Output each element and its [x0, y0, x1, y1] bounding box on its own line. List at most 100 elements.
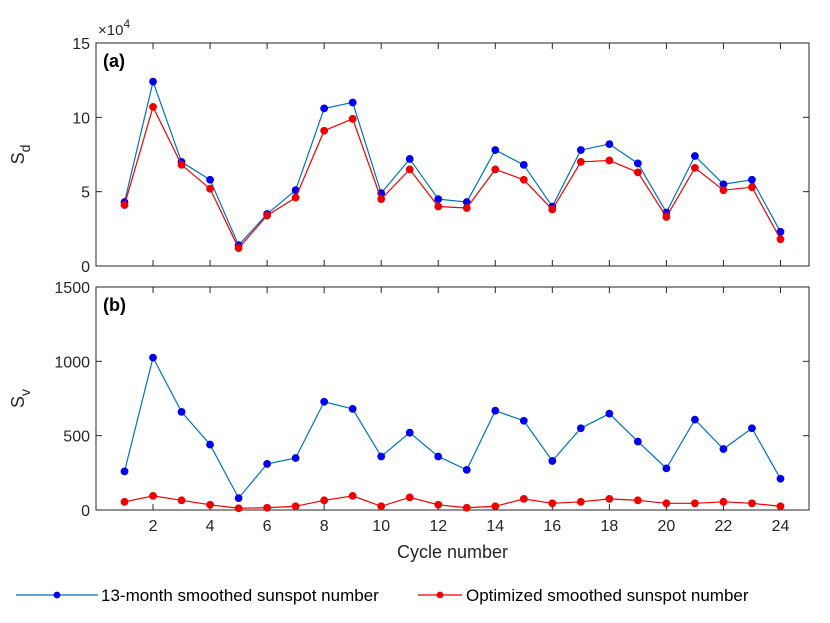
data-point-smoothed: [348, 98, 357, 107]
data-point-smoothed: [576, 146, 585, 154]
series-line-smoothed: [123, 355, 782, 500]
legend-marker: [53, 591, 61, 599]
data-point-smoothed: [605, 409, 614, 418]
data-point-optimized: [462, 503, 471, 512]
data-point-smoothed: [320, 397, 329, 406]
data-point-optimized: [576, 497, 585, 506]
data-point-smoothed: [633, 437, 642, 446]
data-point-optimized: [605, 494, 614, 503]
panel-b: 2 4 6 8 10 12 14 16 18 20 22 24050010001500SvCycle …: [8, 280, 810, 562]
x-axis-label: Cycle number: [397, 542, 508, 562]
y-tick-label: 10: [72, 110, 90, 127]
data-point-smoothed: [434, 195, 443, 204]
y-tick-label: 5: [81, 185, 90, 202]
data-point-smoothed: [691, 415, 699, 424]
data-point-smoothed: [548, 457, 557, 465]
data-point-smoothed: [149, 77, 157, 86]
x-tick-label: 12: [429, 518, 447, 535]
legend: 13-month smoothed sunspot number Optimize…: [16, 586, 749, 605]
data-point-optimized: [149, 491, 157, 500]
data-point-optimized: [662, 499, 671, 508]
data-point-optimized: [177, 496, 186, 505]
y-axis-label: Sd: [8, 145, 33, 165]
x-tick-label: 8: [320, 518, 329, 535]
data-point-smoothed: [576, 424, 585, 433]
data-point-smoothed: [662, 464, 671, 473]
legend-label: 13-month smoothed sunspot number: [101, 586, 379, 605]
data-point-optimized: [434, 500, 443, 509]
x-tick-label: 14: [486, 518, 504, 535]
axes-frame: [95, 42, 810, 267]
data-point-smoothed: [291, 454, 300, 462]
data-point-optimized: [405, 493, 414, 502]
x-tick-label: 24: [772, 518, 790, 535]
data-point-optimized: [177, 161, 186, 169]
panel-label: (b): [103, 295, 126, 315]
series-line-optimized: [123, 105, 782, 250]
data-point-optimized: [719, 497, 728, 506]
data-point-smoothed: [519, 416, 528, 425]
data-point-optimized: [120, 497, 129, 506]
data-point-smoothed: [405, 155, 414, 163]
data-point-optimized: [633, 496, 642, 505]
data-point-optimized: [691, 499, 699, 508]
data-point-optimized: [320, 126, 329, 135]
legend-marker: [436, 591, 444, 599]
data-point-optimized: [605, 156, 614, 165]
data-point-smoothed: [633, 159, 642, 168]
data-point-optimized: [234, 504, 243, 513]
x-tick-label: 18: [600, 518, 618, 535]
data-point-optimized: [491, 502, 500, 511]
y-tick-label: 0: [81, 259, 90, 276]
data-point-optimized: [548, 499, 557, 508]
x-tick-label: 22: [715, 518, 733, 535]
data-point-smoothed: [377, 452, 386, 461]
data-point-optimized: [320, 496, 329, 505]
data-point-optimized: [748, 183, 756, 192]
panel-a: 0 5 10 15 Sd ×104 (a): [8, 17, 810, 276]
data-point-optimized: [377, 195, 386, 204]
data-point-smoothed: [719, 445, 728, 453]
data-point-optimized: [662, 213, 671, 221]
data-point-optimized: [263, 503, 272, 512]
data-point-optimized: [120, 201, 129, 209]
data-point-optimized: [405, 165, 414, 174]
y-tick-label: 0: [81, 503, 90, 520]
data-point-optimized: [291, 502, 300, 511]
y-exponent-label: ×104: [98, 17, 130, 39]
panel-label: (a): [103, 51, 125, 71]
data-point-smoothed: [748, 175, 756, 184]
y-tick-label: 15: [72, 36, 90, 53]
data-point-smoothed: [519, 161, 528, 169]
data-point-smoothed: [206, 440, 214, 449]
data-point-optimized: [291, 193, 300, 202]
data-point-smoothed: [691, 152, 699, 160]
data-point-smoothed: [462, 465, 471, 474]
y-tick-label: 500: [63, 429, 90, 446]
x-tick-label: 16: [543, 518, 561, 535]
x-tick-label: 4: [206, 518, 215, 535]
data-point-optimized: [206, 184, 214, 193]
y-tick-label: 1000: [54, 354, 90, 371]
x-tick-label: 2: [149, 518, 158, 535]
data-point-optimized: [691, 163, 699, 172]
data-point-smoothed: [434, 452, 443, 461]
data-point-smoothed: [348, 405, 357, 413]
data-point-optimized: [548, 205, 557, 214]
data-point-optimized: [234, 244, 243, 253]
y-axis-label: Sv: [8, 389, 33, 408]
data-point-smoothed: [320, 104, 329, 113]
x-tick-label: 6: [263, 518, 272, 535]
data-point-optimized: [348, 491, 357, 500]
data-point-smoothed: [177, 407, 186, 416]
data-point-optimized: [263, 211, 272, 220]
data-point-optimized: [491, 165, 500, 174]
data-point-smoothed: [405, 428, 414, 437]
data-point-smoothed: [263, 460, 272, 468]
data-point-optimized: [377, 502, 386, 511]
x-tick-label: 10: [372, 518, 390, 535]
data-point-optimized: [519, 175, 528, 184]
data-point-optimized: [149, 103, 157, 111]
data-point-optimized: [576, 158, 585, 166]
data-point-optimized: [776, 235, 785, 244]
